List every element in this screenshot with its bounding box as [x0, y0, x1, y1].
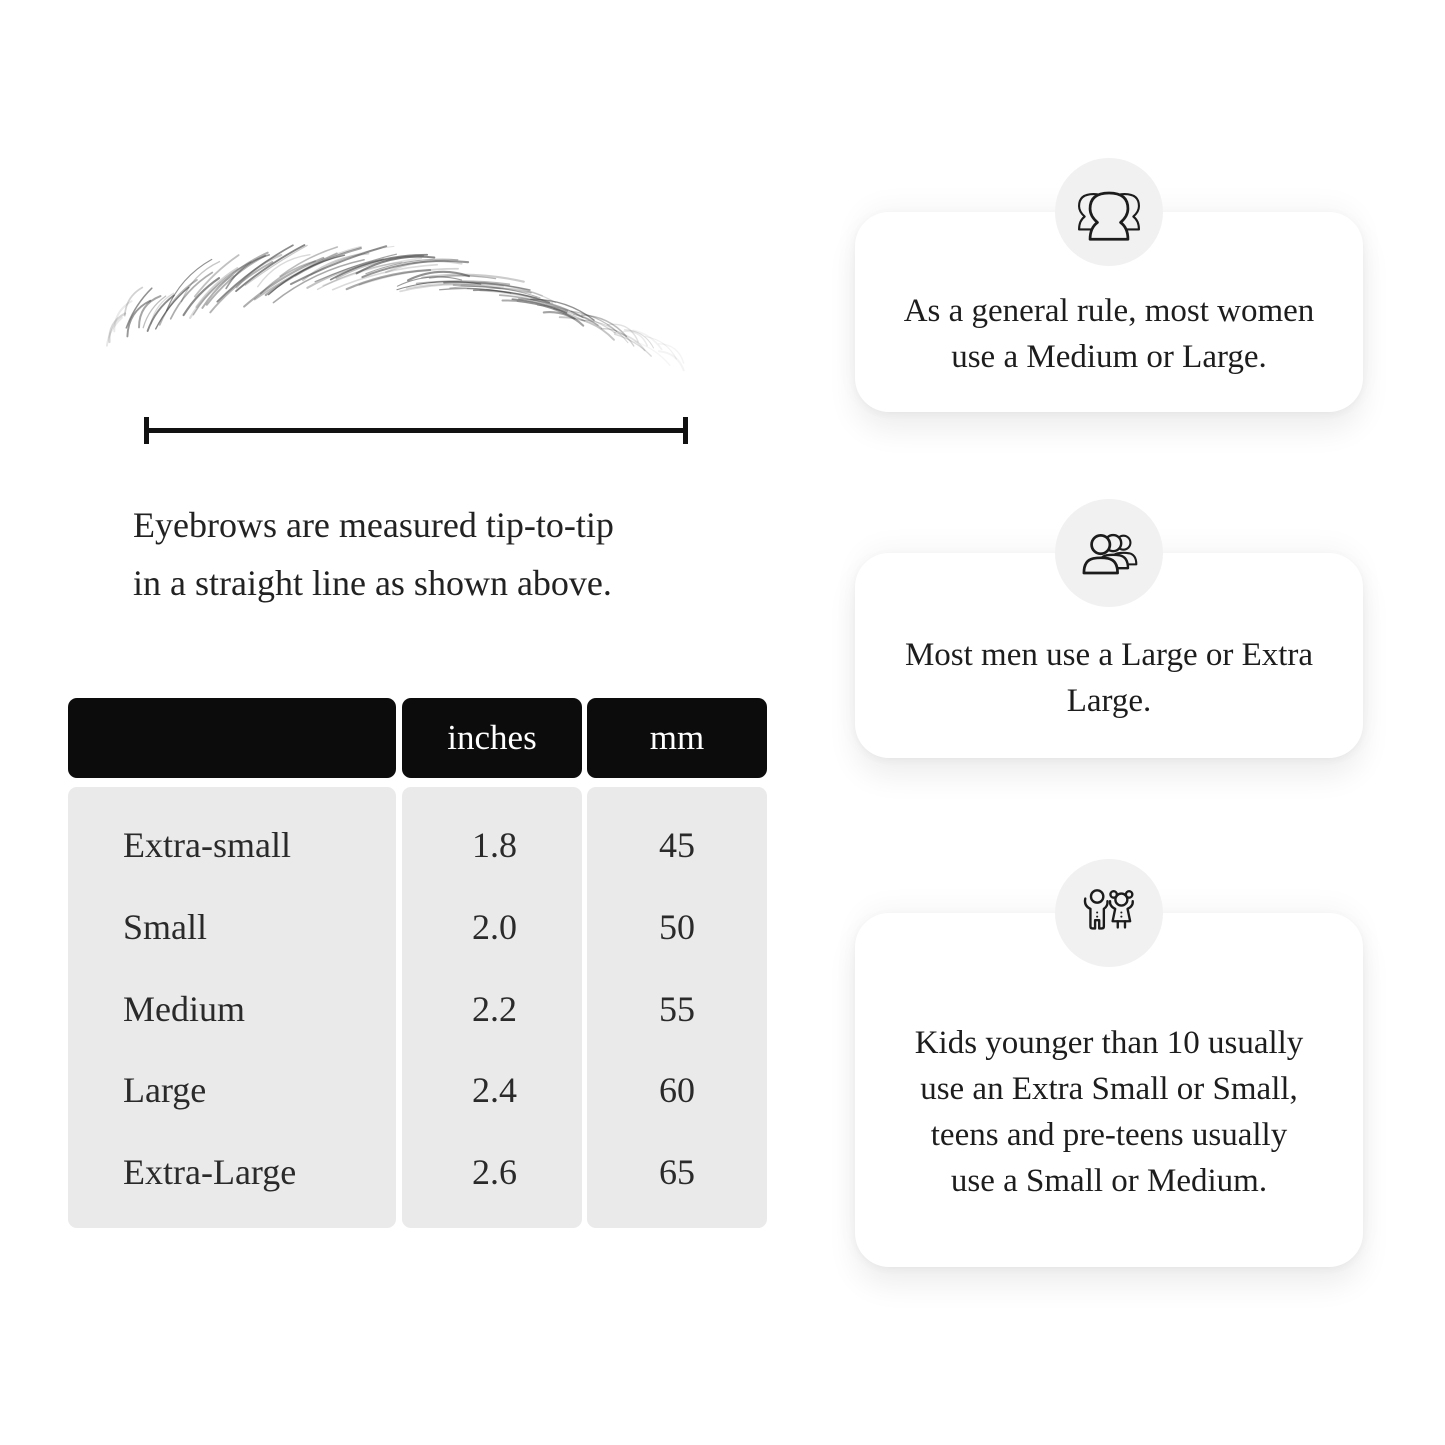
inches-value: 2.0 [472, 907, 517, 947]
measurement-line-right-tick [683, 417, 688, 444]
inches-value: 2.6 [472, 1152, 517, 1192]
info-card-women: As a general rule, most women use a Medi… [855, 158, 1363, 412]
mm-value: 60 [659, 1070, 695, 1110]
caption-line-2: in a straight line as shown above. [133, 563, 612, 603]
info-card-men: Most men use a Large or Extra Large. [855, 499, 1363, 758]
caption-line-1: Eyebrows are measured tip-to-tip [133, 505, 614, 545]
eyebrow-illustration [105, 244, 685, 372]
measurement-caption: Eyebrows are measured tip-to-tip in a st… [133, 496, 614, 612]
size-table-column-mm [587, 787, 767, 1228]
size-table-header-blank [68, 698, 396, 778]
size-table-header-inches: inches [402, 698, 582, 778]
inches-value: 1.8 [472, 825, 517, 865]
info-card-text: Most men use a Large or Extra Large. [904, 636, 1314, 719]
size-label: Extra-small [123, 825, 291, 865]
table-row: Extra-Large 2.6 65 [68, 1140, 768, 1204]
size-label: Medium [123, 989, 245, 1029]
info-card-text: Kids younger than 10 usually use an Extr… [914, 1025, 1304, 1199]
men-group-icon [1055, 499, 1163, 607]
size-table-header-mm: mm [587, 698, 767, 778]
size-label: Extra-Large [123, 1152, 297, 1192]
mm-value: 65 [659, 1152, 695, 1192]
mm-value: 50 [659, 907, 695, 947]
table-row: Extra-small 1.8 45 [68, 813, 768, 877]
size-label: Small [123, 907, 208, 947]
inches-value: 2.2 [472, 989, 517, 1029]
size-label: Large [123, 1070, 207, 1110]
info-card-kids: Kids younger than 10 usually use an Extr… [855, 859, 1363, 1267]
women-group-icon [1055, 158, 1163, 266]
table-row: Large 2.4 60 [68, 1058, 768, 1122]
inches-value: 2.4 [472, 1070, 517, 1110]
size-table-column-inches [402, 787, 582, 1228]
measurement-line [144, 428, 688, 433]
mm-value: 55 [659, 989, 695, 1029]
table-row: Small 2.0 50 [68, 895, 768, 959]
size-table-column-sizes [68, 787, 396, 1228]
info-card-text: As a general rule, most women use a Medi… [903, 293, 1315, 375]
table-row: Medium 2.2 55 [68, 977, 768, 1041]
mm-value: 45 [659, 825, 695, 865]
measurement-line-left-tick [144, 417, 149, 444]
kids-icon [1055, 859, 1163, 967]
